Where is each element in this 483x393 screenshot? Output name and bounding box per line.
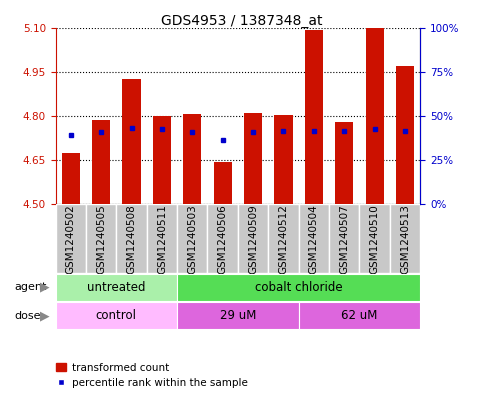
Bar [213, 162, 232, 204]
Bar [305, 31, 323, 204]
Text: untreated: untreated [87, 281, 145, 294]
Text: GSM1240510: GSM1240510 [369, 204, 380, 274]
Bar [390, 204, 420, 273]
Bar [274, 115, 293, 204]
Bar [177, 302, 298, 329]
Text: GSM1240505: GSM1240505 [96, 204, 106, 274]
Text: cobalt chloride: cobalt chloride [255, 281, 342, 294]
Legend: transformed count, percentile rank within the sample: transformed count, percentile rank withi… [56, 363, 247, 388]
Bar [396, 66, 414, 204]
Text: GSM1240513: GSM1240513 [400, 204, 410, 274]
Bar [56, 204, 86, 273]
Text: 62 uM: 62 uM [341, 309, 378, 322]
Bar [298, 204, 329, 273]
Bar [366, 28, 384, 204]
Bar [298, 302, 420, 329]
Bar [359, 204, 390, 273]
Text: 29 uM: 29 uM [220, 309, 256, 322]
Bar [177, 274, 420, 301]
Bar [62, 153, 80, 204]
Text: control: control [96, 309, 137, 322]
Text: GSM1240512: GSM1240512 [279, 204, 288, 274]
Bar [177, 204, 208, 273]
Text: GSM1240509: GSM1240509 [248, 204, 258, 274]
Bar [244, 113, 262, 204]
Bar [116, 204, 147, 273]
Text: GSM1240507: GSM1240507 [339, 204, 349, 274]
Text: GSM1240503: GSM1240503 [187, 204, 197, 274]
Text: GSM1240502: GSM1240502 [66, 204, 76, 274]
Bar [56, 302, 177, 329]
Bar [86, 204, 116, 273]
Bar [329, 204, 359, 273]
Text: GSM1240506: GSM1240506 [218, 204, 227, 274]
Text: ▶: ▶ [40, 281, 50, 294]
Bar [147, 204, 177, 273]
Bar [335, 122, 354, 204]
Text: agent: agent [14, 282, 47, 292]
Bar [56, 274, 177, 301]
Text: GDS4953 / 1387348_at: GDS4953 / 1387348_at [161, 14, 322, 28]
Bar [153, 116, 171, 204]
Text: GSM1240508: GSM1240508 [127, 204, 137, 274]
Text: GSM1240511: GSM1240511 [157, 204, 167, 274]
Bar [183, 114, 201, 204]
Text: GSM1240504: GSM1240504 [309, 204, 319, 274]
Bar [122, 79, 141, 204]
Bar [238, 204, 268, 273]
Bar [208, 204, 238, 273]
Bar [92, 120, 110, 204]
Bar [268, 204, 298, 273]
Text: ▶: ▶ [40, 309, 50, 322]
Text: dose: dose [14, 310, 41, 321]
